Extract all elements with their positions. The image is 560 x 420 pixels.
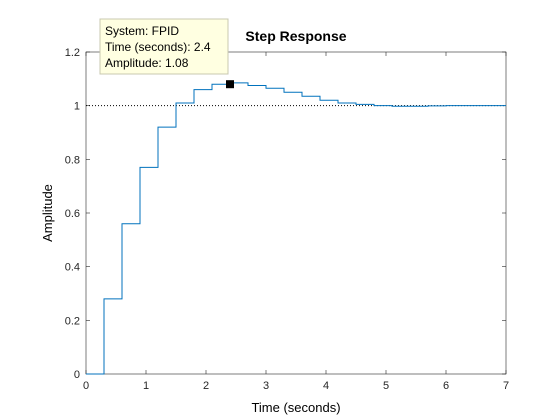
datatip-time: Time (seconds): 2.4	[105, 40, 211, 54]
x-tick-label: 6	[443, 380, 449, 392]
y-tick-label: 0.4	[65, 262, 80, 274]
series-line[interactable]	[86, 82, 506, 375]
x-tick-label: 4	[323, 380, 329, 392]
y-axis-title: Amplitude	[40, 184, 55, 242]
chart-title: Step Response	[245, 28, 346, 44]
datatip-system: System: FPID	[105, 24, 179, 38]
y-tick-label: 1	[74, 101, 80, 113]
plot-area[interactable]	[85, 51, 507, 375]
y-tick-label: 0.6	[65, 208, 80, 220]
x-tick-label: 1	[143, 380, 149, 392]
datatip-box	[99, 18, 229, 75]
datatip-amplitude: Amplitude: 1.08	[105, 56, 189, 70]
y-tick-label: 0	[74, 369, 80, 381]
x-tick-label: 2	[203, 380, 209, 392]
y-tick-label: 0.8	[65, 154, 80, 166]
x-axis-title: Time (seconds)	[251, 400, 340, 415]
datatip[interactable]: System: FPID Time (seconds): 2.4 Amplitu…	[99, 18, 234, 89]
x-tick-label: 7	[503, 380, 509, 392]
y-tick-label: 0.2	[65, 315, 80, 327]
axis-ticks	[85, 51, 507, 375]
tick-labels: 0 1 2 3 4 5 6 7 0 0.2 0.4 0.6 0.8 1 1.2	[65, 47, 509, 392]
x-tick-label: 5	[383, 380, 389, 392]
x-tick-label: 0	[83, 380, 89, 392]
datatip-marker	[226, 80, 234, 89]
y-tick-label: 1.2	[65, 47, 80, 59]
x-tick-label: 3	[263, 380, 269, 392]
